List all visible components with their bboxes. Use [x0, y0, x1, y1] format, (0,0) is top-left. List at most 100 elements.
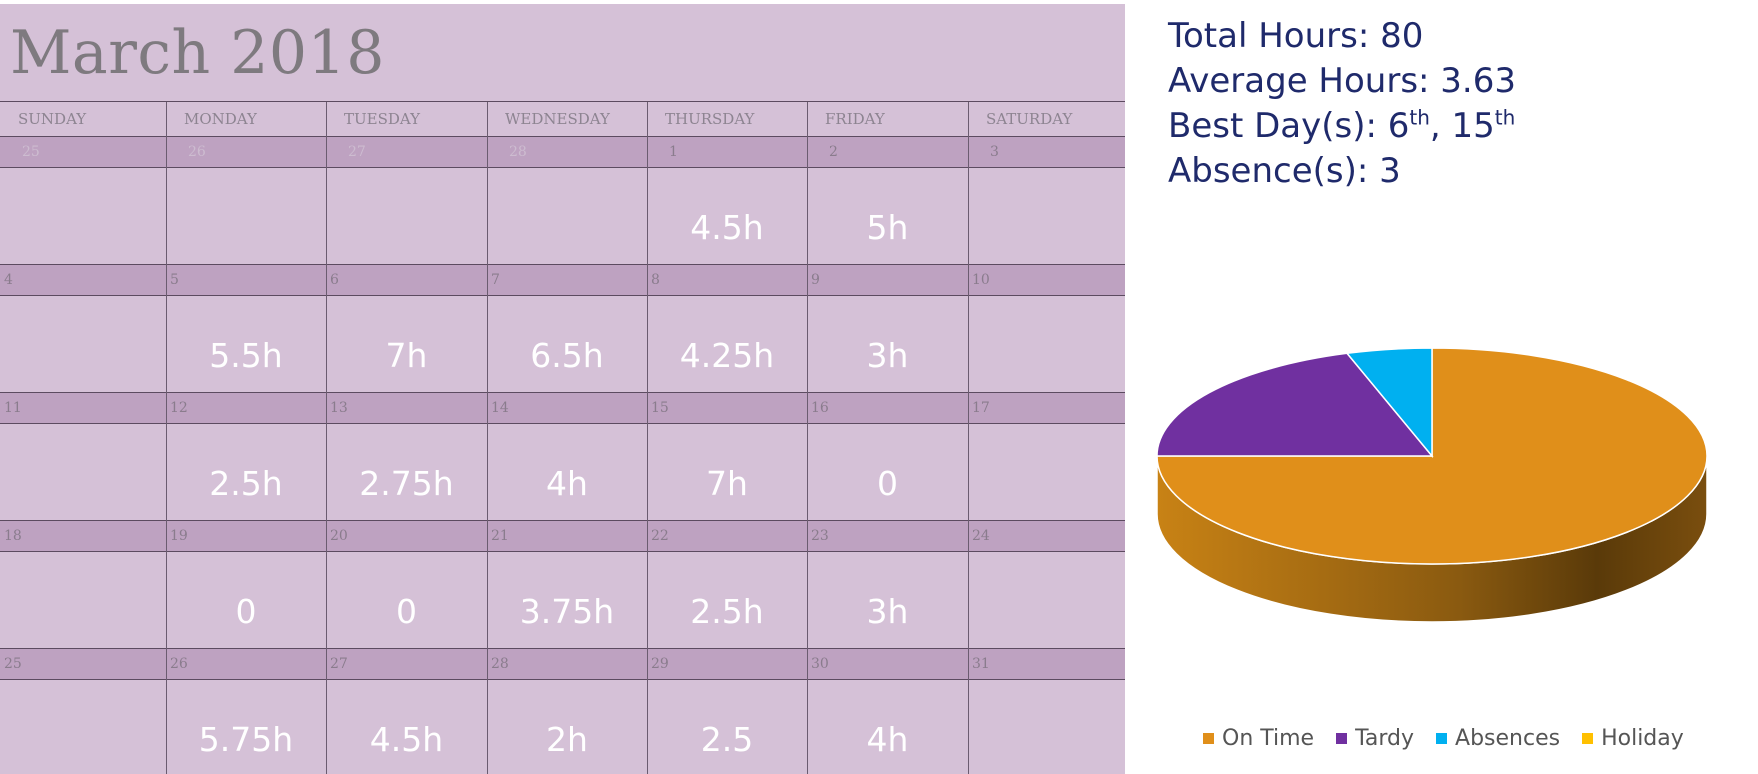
- legend-label: Absences: [1455, 726, 1561, 751]
- week-date-band: [0, 136, 1125, 168]
- hours-value: 0: [396, 592, 417, 631]
- date-number: 2: [829, 144, 838, 160]
- hours-value: 6.5h: [530, 336, 604, 375]
- date-number: 9: [811, 272, 820, 288]
- stats-panel: Total Hours: 80 Average Hours: 3.63 Best…: [1168, 14, 1516, 194]
- legend-label: On Time: [1222, 726, 1315, 751]
- date-number: 3: [990, 144, 999, 160]
- date-number: 14: [491, 400, 509, 416]
- legend-swatch: [1582, 733, 1594, 744]
- date-number: 26: [170, 656, 188, 672]
- calendar-title: March 2018: [10, 18, 385, 88]
- legend-swatch: [1436, 733, 1448, 744]
- legend-item: Tardy: [1336, 726, 1414, 751]
- date-number: 4: [4, 272, 13, 288]
- date-number: 25: [22, 144, 40, 160]
- pie-chart: [1156, 347, 1708, 623]
- date-number: 28: [509, 144, 527, 160]
- hours-value: 2h: [546, 720, 588, 759]
- legend-swatch: [1203, 733, 1214, 744]
- hours-value: 3h: [866, 336, 909, 375]
- legend-swatch: [1336, 733, 1348, 744]
- week-date-band: [0, 648, 1125, 680]
- hours-value: 3h: [866, 592, 909, 631]
- hours-value: 4.5h: [369, 720, 444, 759]
- day-header-saturday: SATURDAY: [986, 110, 1073, 128]
- hours-value: 2.75h: [359, 464, 454, 503]
- hours-value: 7h: [385, 336, 428, 375]
- day-header-friday: FRIDAY: [825, 110, 885, 128]
- date-number: 7: [491, 272, 500, 288]
- date-number: 31: [972, 656, 990, 672]
- hours-value: 0: [235, 592, 257, 631]
- hours-value: 0: [877, 464, 898, 503]
- week-date-band: [0, 520, 1125, 552]
- date-number: 17: [972, 400, 990, 416]
- date-number: 13: [330, 400, 348, 416]
- calendar: March 2018 SUNDAY MONDAY TUESDAY WEDNESDAY T…: [0, 4, 1125, 774]
- pie-slice-absences: [1345, 347, 1433, 459]
- hours-value: 2.5h: [690, 592, 764, 631]
- date-number: 23: [811, 528, 829, 544]
- legend-item: On Time: [1203, 726, 1314, 751]
- day-header-thursday: THURSDAY: [665, 110, 755, 128]
- hours-value: 4h: [866, 720, 909, 759]
- week-date-band: [0, 264, 1125, 296]
- date-number: 1: [669, 144, 678, 160]
- chart-legend: On Time Tardy Absences Holiday: [1203, 726, 1706, 751]
- date-number: 8: [651, 272, 660, 288]
- day-header-tuesday: TUESDAY: [344, 110, 421, 128]
- hours-value: 7h: [706, 464, 748, 503]
- day-header-monday: MONDAY: [184, 110, 257, 128]
- header-divider: [0, 101, 1125, 102]
- date-number: 28: [491, 656, 509, 672]
- day-header-sunday: SUNDAY: [18, 110, 87, 128]
- legend-label: Holiday: [1601, 726, 1684, 751]
- column-divider: [166, 102, 167, 774]
- day-header-wednesday: WEDNESDAY: [505, 110, 610, 128]
- average-hours: Average Hours: 3.63: [1168, 61, 1517, 101]
- date-number: 22: [651, 528, 669, 544]
- hours-value: 5h: [866, 208, 909, 247]
- date-number: 6: [330, 272, 339, 288]
- date-number: 11: [4, 400, 22, 416]
- column-divider: [487, 102, 488, 774]
- hours-value: 4.25h: [679, 336, 775, 375]
- week-date-band: [0, 392, 1125, 424]
- date-number: 27: [348, 144, 366, 160]
- legend-item: Absences: [1436, 726, 1560, 751]
- total-hours: Total Hours: 80: [1168, 16, 1424, 56]
- absences: Absence(s): 3: [1168, 151, 1401, 191]
- column-divider: [807, 102, 808, 774]
- best-days: Best Day(s): 6th, 15th: [1168, 105, 1516, 146]
- pie-slice-tardy: [1156, 352, 1434, 457]
- hours-value: 5.75h: [198, 720, 294, 759]
- hours-value: 2.5h: [209, 464, 283, 503]
- date-number: 19: [170, 528, 188, 544]
- hours-value: 3.75h: [519, 592, 615, 631]
- date-number: 12: [170, 400, 188, 416]
- date-number: 24: [972, 528, 990, 544]
- legend-item: Holiday: [1582, 726, 1684, 751]
- date-number: 18: [4, 528, 22, 544]
- column-divider: [968, 102, 969, 774]
- legend-label: Tardy: [1355, 726, 1415, 751]
- date-number: 29: [651, 656, 669, 672]
- pie-slice-on-time: [1156, 347, 1708, 565]
- hours-value: 4.5h: [690, 208, 764, 247]
- date-number: 10: [972, 272, 990, 288]
- hours-value: 2.5: [700, 720, 754, 759]
- column-divider: [326, 102, 327, 774]
- date-number: 5: [170, 272, 179, 288]
- hours-value: 4h: [546, 464, 588, 503]
- date-number: 20: [330, 528, 348, 544]
- date-number: 26: [188, 144, 206, 160]
- date-number: 15: [651, 400, 669, 416]
- date-number: 21: [491, 528, 509, 544]
- date-number: 25: [4, 656, 22, 672]
- column-divider: [647, 102, 648, 774]
- date-number: 27: [330, 656, 348, 672]
- hours-value: 5.5h: [209, 336, 283, 375]
- date-number: 16: [811, 400, 829, 416]
- date-number: 30: [811, 656, 829, 672]
